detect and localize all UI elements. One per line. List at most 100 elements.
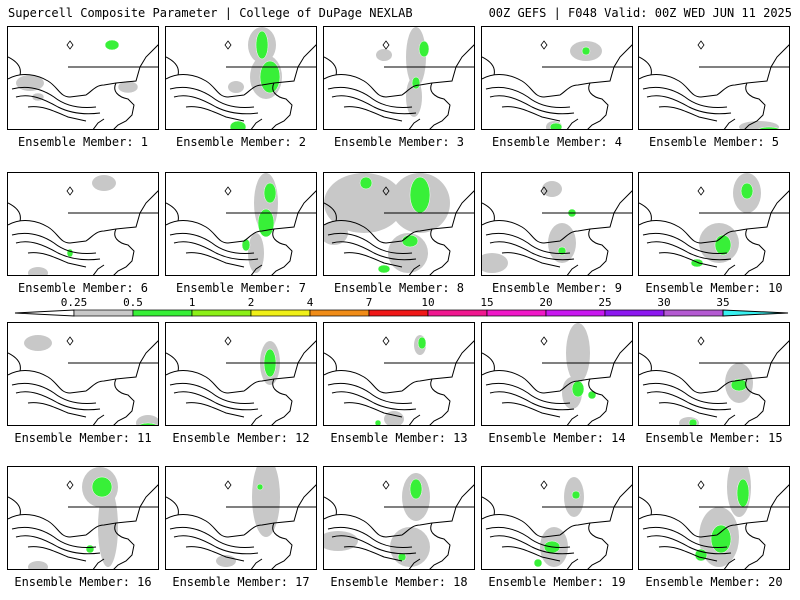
ensemble-map [8,467,158,569]
scp-field [28,561,48,569]
scp-field [359,176,373,190]
colorbar-segment [545,309,606,317]
scp-field [549,122,563,129]
colorbar-tick-label: 15 [480,296,494,309]
scp-field [28,267,48,275]
ensemble-member-label: Ensemble Member: 9 [491,281,623,295]
colorbar-segment [250,309,311,317]
ensemble-map [166,336,316,425]
ensemble-map-panel [323,172,475,276]
ensemble-map-panel [165,172,317,276]
colorbar-segment [73,309,134,317]
scp-field [482,253,508,273]
scp-field [566,323,590,383]
colorbar-segment [132,309,193,317]
scp-field [710,524,732,554]
ensemble-map [166,173,316,275]
ensemble-map [166,467,316,569]
colorbar-segment [663,309,724,317]
ensemble-map [482,40,632,129]
colorbar-tick-label: 2 [247,296,255,309]
scp-field [104,39,120,51]
ensemble-map-panel [481,26,633,130]
scp-field [714,234,732,256]
ensemble-member-label: Ensemble Member: 19 [488,575,626,589]
colorbar-segment [604,309,665,317]
scp-field [533,558,543,568]
scp-field [138,422,158,425]
ensemble-map-panel [481,172,633,276]
colorbar-segment [368,309,429,317]
colorbar-arrow-left [14,309,75,317]
ensemble-map [8,39,158,129]
ensemble-member-label: Ensemble Member: 14 [488,431,626,445]
scp-field [256,483,264,491]
model-run-label: 00Z GEFS | F048 Valid: 00Z WED JUN 11 20… [488,6,792,20]
scp-field [418,40,430,58]
scp-field [571,490,581,500]
ensemble-map [8,335,158,425]
ensemble-member-label: Ensemble Member: 20 [645,575,783,589]
scp-field [758,126,780,129]
scp-field [136,415,158,425]
ensemble-map-panel [165,322,317,426]
ensemble-map [324,27,474,129]
scp-field [376,49,392,61]
scp-field [85,544,95,554]
scp-field [736,478,750,508]
scp-field [24,335,52,351]
ensemble-map [639,173,789,275]
scp-field [542,181,562,197]
colorbar-tick-label: 30 [657,296,671,309]
scp-field [581,46,591,56]
ensemble-map-panel [323,26,475,130]
ensemble-member-label: Ensemble Member: 15 [645,431,783,445]
scp-field [694,548,708,562]
ensemble-map [166,27,316,129]
scp-field [688,418,698,425]
scp-field [417,336,427,350]
ensemble-map-panel [7,322,159,426]
scp-field [324,173,404,233]
ensemble-map-panel [481,322,633,426]
ensemble-map [482,181,632,275]
scp-field [401,234,419,248]
colorbar-tick-label: 10 [421,296,435,309]
ensemble-map [639,336,789,425]
scp-field [548,223,576,263]
ensemble-member-label: Ensemble Member: 17 [172,575,310,589]
ensemble-member-label: Ensemble Member: 11 [14,431,152,445]
ensemble-map-panel [638,322,790,426]
scp-field [259,60,281,94]
scp-field [91,476,113,498]
scp-field [374,419,382,425]
ensemble-member-label: Ensemble Member: 10 [645,281,783,295]
scp-field [92,175,116,191]
scp-field [248,233,264,273]
ensemble-member-label: Ensemble Member: 12 [172,431,310,445]
colorbar-tick-label: 20 [539,296,553,309]
colorbar-segment [427,309,488,317]
ensemble-member-label: Ensemble Member: 3 [333,135,465,149]
scp-field [324,531,358,551]
ensemble-member-label: Ensemble Member: 4 [491,135,623,149]
colorbar-segment [486,309,547,317]
ensemble-map-panel [638,466,790,570]
scp-field [409,176,431,214]
scp-field [730,378,748,392]
colorbar-arrow-right [722,309,789,317]
ensemble-map-panel [7,466,159,570]
scp-field [740,182,754,200]
scp-field [406,27,426,87]
ensemble-map-panel [165,26,317,130]
ensemble-map-panel [7,26,159,130]
ensemble-map-panel [638,26,790,130]
colorbar-tick-label: 35 [716,296,730,309]
ensemble-member-label: Ensemble Member: 16 [14,575,152,589]
ensemble-member-label: Ensemble Member: 13 [330,431,468,445]
colorbar-tick-label: 0.25 [60,296,88,309]
ensemble-map [8,175,158,275]
colorbar-tick-label: 0.5 [123,296,143,309]
ensemble-member-label: Ensemble Member: 2 [175,135,307,149]
ensemble-map [639,40,789,129]
